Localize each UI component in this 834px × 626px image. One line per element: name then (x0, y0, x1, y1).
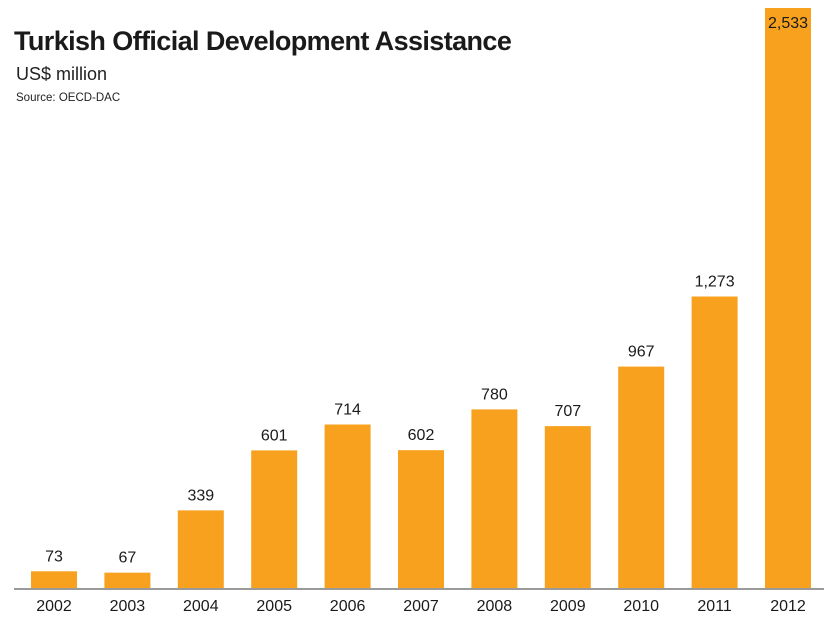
x-tick-label-2002: 2002 (36, 598, 72, 615)
bar-2009 (544, 426, 591, 588)
x-tick-label-2003: 2003 (110, 598, 146, 615)
value-label-2004: 339 (187, 487, 214, 504)
x-tick-label-2005: 2005 (256, 598, 292, 615)
value-label-2012: 2,533 (768, 15, 808, 32)
bar-2005 (251, 450, 298, 588)
value-label-2010: 967 (628, 344, 655, 361)
x-tick-label-2012: 2012 (770, 598, 806, 615)
bar-2011 (691, 296, 738, 588)
bar-2003 (104, 572, 151, 588)
value-label-2003: 67 (119, 550, 137, 567)
x-tick-label-2011: 2011 (697, 598, 732, 615)
bar-2004 (177, 510, 224, 588)
value-label-2008: 780 (481, 386, 508, 403)
value-label-2006: 714 (334, 402, 361, 419)
value-label-2002: 73 (45, 548, 63, 565)
x-tick-label-2007: 2007 (403, 598, 439, 615)
value-label-2005: 601 (261, 427, 288, 444)
x-tick-label-2010: 2010 (623, 598, 659, 615)
x-tick-label-2006: 2006 (330, 598, 366, 615)
chart-subtitle: US$ million (16, 64, 108, 84)
bar-2012 (765, 8, 811, 588)
bar-2010 (618, 366, 665, 588)
chart-title: Turkish Official Development Assistance (14, 26, 512, 56)
bar-2002 (31, 571, 77, 588)
bar-2006 (324, 424, 371, 588)
bar-2007 (398, 450, 444, 588)
value-label-2007: 602 (408, 427, 435, 444)
x-tick-label-2009: 2009 (550, 598, 586, 615)
bar-2008 (471, 409, 518, 588)
value-label-2011: 1,273 (695, 274, 735, 291)
chart-source: Source: OECD-DAC (16, 92, 121, 104)
value-label-2009: 707 (554, 403, 581, 420)
x-tick-label-2004: 2004 (183, 598, 219, 615)
x-tick-label-2008: 2008 (477, 598, 513, 615)
